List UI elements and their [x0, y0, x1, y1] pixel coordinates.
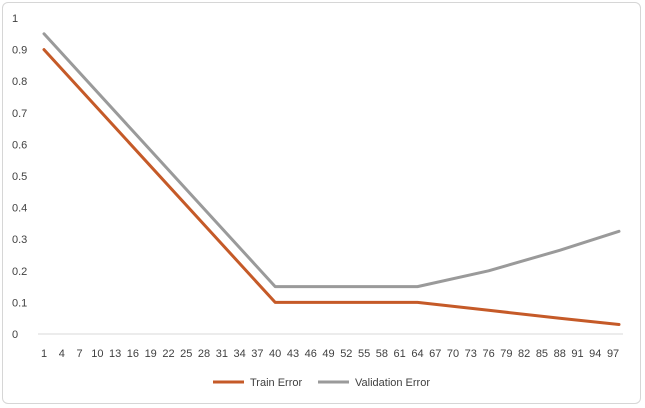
x-tick-label: 52 — [340, 348, 352, 360]
x-tick-label: 43 — [287, 348, 299, 360]
y-tick-label: 0.2 — [12, 266, 27, 278]
y-tick-label: 0.9 — [12, 45, 27, 57]
legend-label-train-error: Train Error — [250, 377, 302, 389]
x-tick-label: 4 — [59, 348, 65, 360]
x-tick-label: 79 — [500, 348, 512, 360]
x-tick-label: 73 — [465, 348, 477, 360]
x-tick-label: 1 — [41, 348, 47, 360]
x-tick-label: 97 — [607, 348, 619, 360]
y-tick-label: 0.3 — [12, 234, 27, 246]
y-axis-tick-labels: 0 0.1 0.2 0.3 0.4 0.5 0.6 0.7 0.8 0.9 1 — [12, 13, 27, 341]
x-tick-label: 22 — [162, 348, 174, 360]
y-tick-label: 0 — [12, 329, 18, 341]
x-tick-label: 67 — [429, 348, 441, 360]
x-tick-label: 40 — [269, 348, 281, 360]
x-tick-label: 70 — [447, 348, 459, 360]
x-tick-label: 88 — [554, 348, 566, 360]
x-tick-label: 64 — [411, 348, 423, 360]
x-tick-label: 49 — [322, 348, 334, 360]
y-tick-label: 0.5 — [12, 171, 27, 183]
x-tick-label: 61 — [394, 348, 406, 360]
y-tick-label: 0.6 — [12, 139, 27, 151]
legend-label-validation-error: Validation Error — [355, 377, 430, 389]
series-line-train-error — [42, 48, 621, 326]
x-tick-label: 13 — [109, 348, 121, 360]
x-tick-label: 58 — [376, 348, 388, 360]
series-line-validation-error — [42, 32, 621, 289]
x-tick-label: 16 — [127, 348, 139, 360]
x-tick-label: 28 — [198, 348, 210, 360]
x-tick-label: 31 — [216, 348, 228, 360]
legend: Train Error Validation Error — [213, 377, 430, 389]
x-tick-label: 46 — [305, 348, 317, 360]
y-tick-label: 0.4 — [12, 203, 27, 215]
chart-frame — [2, 2, 641, 404]
x-tick-label: 94 — [589, 348, 601, 360]
y-tick-label: 0.1 — [12, 297, 27, 309]
x-tick-label: 85 — [536, 348, 548, 360]
x-tick-label: 34 — [233, 348, 245, 360]
y-tick-label: 0.8 — [12, 76, 27, 88]
y-tick-label: 1 — [12, 13, 18, 25]
x-tick-label: 37 — [251, 348, 263, 360]
x-axis-tick-labels: 1 4 7 10 13 16 19 22 25 28 31 34 37 40 43 46 49 52 55 58 61 6… — [41, 348, 619, 360]
x-tick-label: 10 — [91, 348, 103, 360]
x-tick-label: 82 — [518, 348, 530, 360]
x-tick-label: 19 — [145, 348, 157, 360]
x-tick-label: 91 — [571, 348, 583, 360]
x-tick-label: 25 — [180, 348, 192, 360]
y-tick-label: 0.7 — [12, 108, 27, 120]
x-tick-label: 7 — [77, 348, 83, 360]
series-lines — [42, 32, 621, 326]
x-tick-label: 76 — [482, 348, 494, 360]
x-tick-label: 55 — [358, 348, 370, 360]
